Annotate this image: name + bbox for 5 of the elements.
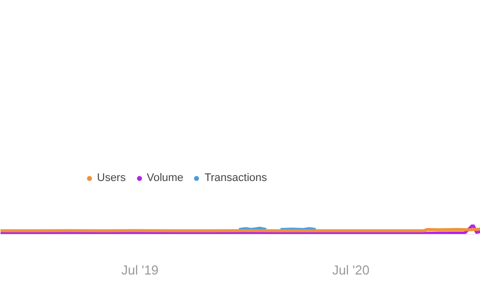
x-tick-label: Jul '19 xyxy=(121,262,159,278)
legend-label: Transactions xyxy=(204,172,267,184)
x-tick-label: Jul '20 xyxy=(332,262,370,278)
legend-label: Volume xyxy=(146,172,184,184)
legend-label: Users xyxy=(97,172,126,184)
